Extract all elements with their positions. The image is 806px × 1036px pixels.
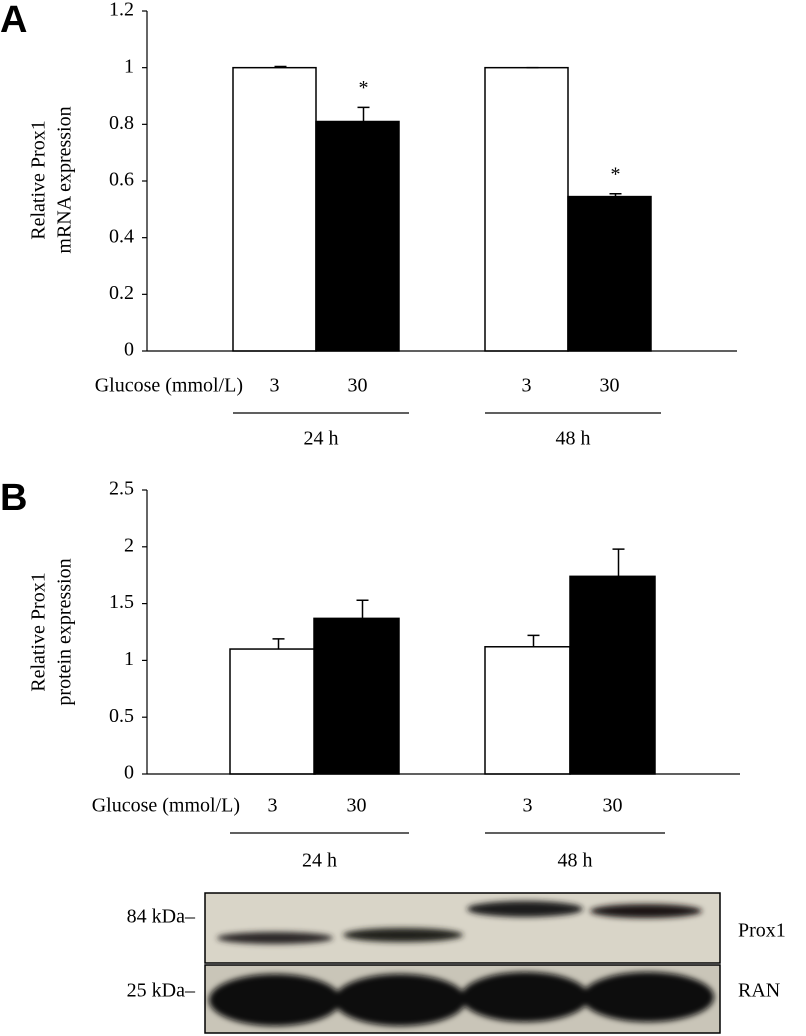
bar	[569, 575, 656, 775]
y-axis-label: protein expression	[54, 558, 76, 705]
x-tick-label: 30	[600, 375, 620, 397]
x-tick-label: 30	[603, 795, 623, 817]
y-tick-label: 1.2	[109, 0, 134, 21]
y-tick-label: 0.4	[109, 225, 134, 247]
x-tick-label: 30	[347, 795, 367, 817]
protein-label: RAN	[738, 980, 780, 1002]
bar-chart: A Relative Prox1 mRNA expression 0 0.2 0.4 0.6…	[0, 0, 737, 450]
bar	[484, 646, 571, 775]
y-tick-label: 1.5	[109, 591, 134, 613]
ran-bands	[209, 972, 714, 1026]
y-axis-label: Relative Prox1	[28, 572, 50, 691]
error-bar	[357, 106, 370, 122]
panel-label: B	[0, 477, 27, 519]
bar	[232, 66, 317, 352]
bar	[313, 617, 400, 775]
significance-marker: *	[611, 163, 621, 185]
bar-chart: B Relative Prox1 protein expression 0 0.5 1 1.…	[0, 477, 740, 872]
error-bar	[356, 599, 369, 619]
x-axis-label: Glucose (mmol/L)	[95, 375, 243, 397]
significance-marker: *	[359, 77, 369, 99]
group-label: 48 h	[556, 428, 591, 450]
y-tick-label: 1	[124, 55, 134, 77]
y-tick-label: 0	[124, 762, 134, 784]
group-label: 24 h	[302, 850, 337, 872]
bar	[484, 66, 569, 352]
y-tick-label: 2	[124, 534, 134, 556]
x-axis-label: Glucose (mmol/L)	[92, 795, 240, 817]
mw-marker: 25 kDa–	[127, 980, 196, 1002]
error-bar	[612, 548, 625, 577]
bar	[315, 120, 400, 352]
prox1-bands	[217, 901, 702, 944]
protein-label: Prox1	[738, 920, 786, 942]
error-bar	[272, 638, 285, 650]
y-tick-label: 0.2	[109, 282, 134, 304]
error-bar	[527, 634, 540, 647]
panel-label: A	[0, 0, 27, 41]
y-tick-label: 0.6	[109, 169, 134, 191]
blot-membrane	[204, 892, 721, 964]
x-tick-label: 3	[523, 795, 533, 817]
error-bar	[274, 65, 287, 68]
y-tick-label: 0	[124, 339, 134, 361]
x-tick-label: 3	[522, 375, 532, 397]
y-axis-label: mRNA expression	[54, 106, 76, 253]
bar	[567, 195, 652, 352]
x-tick-label: 30	[348, 375, 368, 397]
bar	[229, 648, 316, 775]
y-tick-label: 0.8	[109, 112, 134, 134]
group-label: 48 h	[558, 850, 593, 872]
mw-marker: 84 kDa–	[127, 906, 196, 928]
western-blot: 84 kDa– 25 kDa– Prox1 RAN	[127, 892, 786, 1034]
x-tick-label: 3	[268, 795, 278, 817]
error-bar	[609, 193, 622, 197]
x-tick-label: 3	[270, 375, 280, 397]
y-tick-label: 0.5	[109, 705, 134, 727]
y-tick-label: 1	[124, 648, 134, 670]
y-axis-label: Relative Prox1	[28, 120, 50, 239]
y-tick-label: 2.5	[109, 478, 134, 500]
group-label: 24 h	[304, 428, 339, 450]
